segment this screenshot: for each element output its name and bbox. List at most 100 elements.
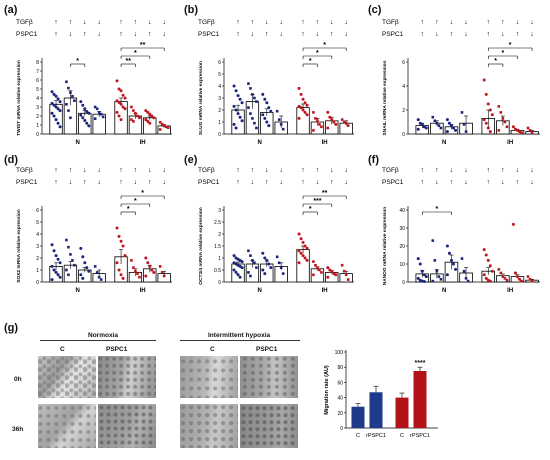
tgf-arrow: ↓ xyxy=(83,19,87,26)
data-point xyxy=(56,121,60,125)
data-point xyxy=(121,244,125,248)
data-point xyxy=(132,109,135,112)
significance-label: * xyxy=(141,190,144,197)
pspc-arrow: ↓ xyxy=(134,31,138,38)
data-point xyxy=(445,130,449,134)
tgf-arrow: ↓ xyxy=(330,167,334,174)
data-point xyxy=(303,101,307,105)
pspc-arrow: ↑ xyxy=(54,179,58,186)
micrograph-normoxia-pspc1-36h xyxy=(98,404,156,448)
data-point xyxy=(234,126,238,130)
tgf-arrow: ↑ xyxy=(421,167,425,174)
pspc-arrow: ↓ xyxy=(435,31,439,38)
data-point xyxy=(240,260,244,264)
data-point xyxy=(497,129,501,132)
data-point xyxy=(160,271,164,274)
data-point xyxy=(158,121,162,124)
data-point xyxy=(50,243,54,247)
pspc-arrow: ↑ xyxy=(54,31,58,38)
data-point xyxy=(123,107,127,111)
data-point xyxy=(464,277,468,280)
data-point xyxy=(263,272,267,276)
data-point xyxy=(511,125,515,129)
pspc-arrow: ↑ xyxy=(265,179,269,186)
data-point xyxy=(263,256,267,260)
y-tick-label: 2 xyxy=(36,256,39,262)
group-label-n: N xyxy=(442,140,446,146)
data-point xyxy=(261,113,265,117)
y-tick-label: 40 xyxy=(337,396,343,402)
column-label-c-ih: C xyxy=(210,346,215,353)
tgf-arrow: ↓ xyxy=(516,19,520,26)
data-point xyxy=(130,105,133,109)
group-label-n: N xyxy=(257,288,261,294)
data-point xyxy=(81,255,85,259)
group-underline-ih xyxy=(180,340,300,341)
data-point xyxy=(316,266,319,269)
y-tick-label: 7 xyxy=(36,69,39,75)
pspc-arrow: ↓ xyxy=(162,179,166,186)
data-point xyxy=(136,114,139,118)
data-point xyxy=(528,278,532,281)
pspc-arrow: ↑ xyxy=(83,179,87,186)
data-point xyxy=(115,110,119,114)
data-point xyxy=(433,259,437,262)
tgf-arrow: ↑ xyxy=(134,19,138,26)
pspc-arrow: ↑ xyxy=(516,179,520,186)
group-label-n: N xyxy=(442,288,446,294)
micrograph-ih-c-36h xyxy=(180,404,238,448)
pspc-row-label: PSPC1 xyxy=(198,179,220,186)
significance-label: * xyxy=(323,42,326,49)
tgf-arrow: ↓ xyxy=(83,167,87,174)
data-point xyxy=(240,101,244,105)
data-point xyxy=(297,249,301,253)
pspc-arrow: ↑ xyxy=(450,31,454,38)
data-point xyxy=(166,126,170,129)
tgf-arrow: ↓ xyxy=(450,167,454,174)
y-tick-label: 1.5 xyxy=(214,244,221,250)
data-point xyxy=(484,253,488,257)
data-point xyxy=(56,97,60,101)
data-point xyxy=(144,256,148,260)
data-point xyxy=(56,107,60,111)
panel-label-g: (g) xyxy=(4,322,19,334)
data-point xyxy=(316,119,319,123)
data-point xyxy=(314,263,317,267)
data-point xyxy=(431,279,435,283)
group-label-ih: IH xyxy=(322,140,328,146)
micrograph-normoxia-pspc1-0h xyxy=(98,356,156,398)
data-point xyxy=(318,268,321,272)
y-tick-label: 2 xyxy=(402,108,405,114)
significance-label: *** xyxy=(313,198,321,205)
data-point xyxy=(445,244,449,248)
tgf-arrow: ↑ xyxy=(251,19,255,26)
data-point xyxy=(482,248,486,252)
data-point xyxy=(148,264,152,268)
tgf-arrow: ↑ xyxy=(119,167,123,174)
group-label-n: N xyxy=(75,140,79,146)
pspc-arrow: ↑ xyxy=(83,31,87,38)
data-point xyxy=(234,270,238,274)
data-point xyxy=(52,268,56,272)
data-point xyxy=(269,266,273,270)
data-point xyxy=(65,80,68,84)
data-point xyxy=(58,125,62,129)
group-label-n: N xyxy=(75,288,79,294)
data-point xyxy=(265,101,269,105)
pspc-arrow: ↑ xyxy=(516,31,520,38)
pspc-arrow: ↑ xyxy=(421,179,425,186)
y-tick-label: 2 xyxy=(218,108,221,114)
pspc-arrow: ↓ xyxy=(501,179,505,186)
y-tick-label: 2 xyxy=(218,232,221,238)
data-point xyxy=(340,263,344,267)
data-point xyxy=(255,266,258,269)
data-point xyxy=(234,89,238,93)
row-label-36h: 36h xyxy=(12,426,24,433)
data-point xyxy=(58,109,62,113)
pspc-arrow: ↑ xyxy=(330,31,334,38)
data-point xyxy=(482,118,486,122)
data-point xyxy=(240,266,244,270)
data-point xyxy=(305,258,309,262)
pspc-arrow: ↑ xyxy=(330,179,334,186)
